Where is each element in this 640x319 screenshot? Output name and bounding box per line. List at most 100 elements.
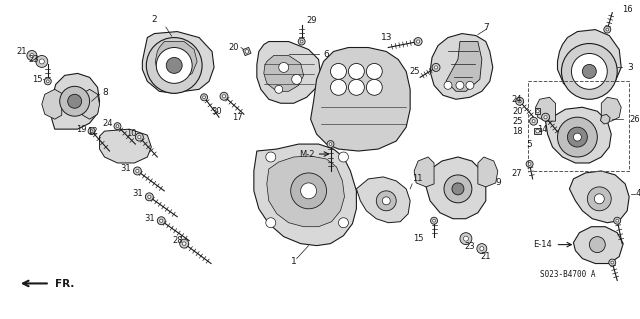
Polygon shape — [534, 128, 541, 134]
Text: 24: 24 — [102, 119, 113, 128]
Circle shape — [532, 120, 535, 123]
Circle shape — [417, 40, 420, 43]
Circle shape — [433, 219, 435, 222]
Polygon shape — [52, 73, 100, 129]
Polygon shape — [156, 41, 197, 79]
Circle shape — [160, 219, 163, 222]
Text: 12: 12 — [87, 127, 97, 136]
Circle shape — [616, 219, 619, 222]
Circle shape — [444, 81, 452, 89]
Circle shape — [595, 194, 604, 204]
Circle shape — [366, 79, 382, 95]
Circle shape — [466, 81, 474, 89]
Circle shape — [68, 94, 82, 108]
Polygon shape — [478, 157, 498, 187]
Circle shape — [606, 28, 609, 31]
Circle shape — [526, 160, 533, 167]
Text: 24: 24 — [511, 95, 522, 104]
Circle shape — [544, 115, 547, 119]
Polygon shape — [254, 144, 356, 246]
Circle shape — [339, 218, 348, 228]
Circle shape — [463, 236, 468, 241]
Circle shape — [588, 187, 611, 211]
Polygon shape — [535, 108, 540, 114]
Circle shape — [116, 125, 119, 128]
Text: 18: 18 — [512, 127, 523, 136]
Circle shape — [614, 217, 621, 224]
Circle shape — [136, 133, 143, 141]
Circle shape — [609, 259, 616, 266]
Circle shape — [530, 117, 538, 125]
Circle shape — [327, 141, 334, 148]
Text: 15: 15 — [413, 234, 424, 243]
Text: 8: 8 — [102, 88, 108, 97]
Text: 28: 28 — [172, 236, 182, 245]
Circle shape — [432, 63, 440, 71]
Circle shape — [329, 143, 332, 145]
Circle shape — [348, 63, 364, 79]
Circle shape — [114, 123, 121, 130]
Circle shape — [301, 183, 317, 199]
Text: 15: 15 — [33, 75, 43, 84]
Text: 25: 25 — [512, 117, 523, 126]
Circle shape — [414, 38, 422, 46]
Polygon shape — [602, 97, 621, 121]
Polygon shape — [257, 41, 321, 103]
Circle shape — [279, 63, 289, 72]
Polygon shape — [545, 107, 611, 163]
Polygon shape — [557, 30, 621, 95]
Circle shape — [203, 96, 205, 99]
Circle shape — [604, 26, 611, 33]
Circle shape — [573, 133, 581, 141]
Circle shape — [133, 167, 141, 175]
Circle shape — [30, 54, 34, 57]
Polygon shape — [573, 227, 623, 263]
Circle shape — [339, 152, 348, 162]
Circle shape — [292, 74, 301, 84]
Polygon shape — [414, 157, 434, 187]
Circle shape — [382, 197, 390, 205]
Circle shape — [477, 244, 487, 254]
Circle shape — [330, 63, 346, 79]
Circle shape — [266, 152, 276, 162]
Circle shape — [431, 217, 438, 224]
Circle shape — [435, 66, 438, 69]
Text: 11: 11 — [412, 174, 422, 183]
Circle shape — [44, 78, 51, 85]
Text: 5: 5 — [526, 140, 532, 149]
Text: S023-B4700 A: S023-B4700 A — [540, 270, 595, 279]
Polygon shape — [426, 157, 486, 219]
Circle shape — [138, 136, 141, 139]
Text: 23: 23 — [29, 55, 39, 64]
Circle shape — [348, 79, 364, 95]
Circle shape — [291, 173, 326, 209]
Circle shape — [88, 128, 95, 135]
Circle shape — [300, 40, 303, 43]
Circle shape — [456, 81, 464, 89]
Polygon shape — [310, 48, 410, 151]
Bar — [527, 81, 629, 171]
Text: 20: 20 — [228, 43, 239, 52]
Text: 25: 25 — [410, 67, 420, 76]
Polygon shape — [264, 56, 303, 91]
Circle shape — [518, 100, 521, 103]
Circle shape — [452, 183, 464, 195]
Circle shape — [222, 95, 225, 98]
Circle shape — [298, 38, 305, 45]
Text: 23: 23 — [465, 242, 475, 251]
Circle shape — [157, 217, 165, 225]
Circle shape — [166, 57, 182, 73]
Circle shape — [245, 50, 249, 53]
Polygon shape — [267, 156, 344, 227]
Polygon shape — [42, 89, 61, 119]
Circle shape — [444, 175, 472, 203]
Polygon shape — [430, 33, 493, 99]
Text: E-14: E-14 — [532, 240, 552, 249]
Circle shape — [366, 63, 382, 79]
Circle shape — [27, 50, 37, 60]
Circle shape — [156, 48, 192, 83]
Polygon shape — [536, 97, 556, 121]
Circle shape — [148, 195, 151, 198]
Circle shape — [180, 239, 189, 248]
Polygon shape — [100, 129, 151, 163]
